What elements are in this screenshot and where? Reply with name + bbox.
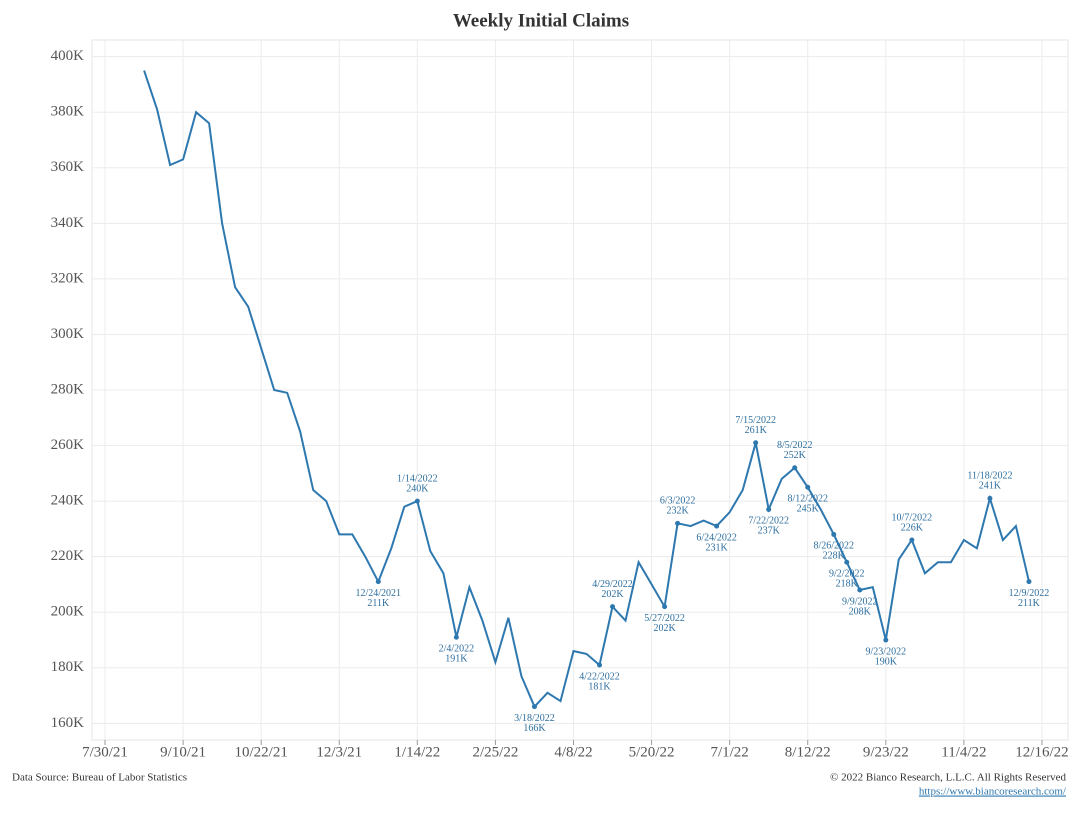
- y-tick-label: 380K: [51, 104, 85, 120]
- x-tick-label: 1/14/22: [394, 744, 440, 760]
- annotation-date: 6/24/2022: [696, 532, 737, 543]
- data-point: [714, 523, 720, 529]
- annotation-value: 252K: [784, 450, 807, 461]
- data-point: [453, 634, 459, 640]
- annotation-value: 231K: [706, 542, 729, 553]
- annotation-date: 9/9/2022: [842, 596, 878, 607]
- annotation-date: 4/22/2022: [579, 671, 620, 682]
- data-point: [414, 498, 420, 504]
- annotation-date: 8/12/2022: [787, 494, 828, 505]
- data-line: [143, 70, 1030, 709]
- annotation-value: 190K: [875, 656, 898, 667]
- data-point: [831, 531, 837, 537]
- annotation-date: 11/18/2022: [967, 471, 1012, 482]
- data-point: [766, 506, 772, 512]
- y-tick-label: 220K: [51, 548, 85, 564]
- annotation-value: 181K: [588, 681, 611, 692]
- x-tick-label: 7/1/22: [710, 744, 748, 760]
- annotation-date: 10/7/2022: [892, 512, 933, 523]
- annotation-value: 241K: [979, 481, 1002, 492]
- annotation-date: 8/26/2022: [813, 541, 854, 552]
- source-link[interactable]: https://www.biancoresearch.com/: [919, 786, 1067, 798]
- annotation-date: 2/4/2022: [439, 644, 475, 655]
- annotation-date: 8/5/2022: [777, 440, 813, 451]
- y-tick-label: 160K: [51, 715, 85, 731]
- y-tick-label: 180K: [51, 659, 85, 675]
- data-point: [610, 604, 616, 610]
- annotation-value: 218K: [836, 579, 859, 590]
- annotation-value: 245K: [797, 504, 820, 515]
- annotation-date: 6/3/2022: [660, 496, 696, 507]
- annotation-value: 261K: [745, 425, 768, 436]
- y-tick-label: 280K: [51, 381, 85, 397]
- x-tick-label: 4/8/22: [554, 744, 592, 760]
- x-tick-label: 12/3/21: [316, 744, 362, 760]
- annotation-date: 9/23/2022: [866, 646, 907, 657]
- data-point: [375, 579, 381, 585]
- annotation-date: 7/15/2022: [735, 415, 776, 426]
- copyright-note: © 2022 Bianco Research, L.L.C. All Right…: [830, 772, 1066, 784]
- annotation-value: 166K: [523, 723, 546, 734]
- data-point: [597, 662, 603, 668]
- x-tick-label: 5/20/22: [629, 744, 675, 760]
- y-tick-label: 200K: [51, 604, 85, 620]
- data-point: [883, 637, 889, 643]
- y-tick-label: 340K: [51, 215, 85, 231]
- x-tick-label: 2/25/22: [472, 744, 518, 760]
- data-point: [909, 537, 915, 543]
- source-note: Data Source: Bureau of Labor Statistics: [12, 772, 187, 784]
- annotation-value: 202K: [601, 589, 624, 600]
- annotation-value: 202K: [653, 623, 676, 634]
- annotation-date: 7/22/2022: [748, 516, 789, 527]
- data-point: [844, 559, 850, 565]
- annotation-value: 208K: [849, 606, 872, 617]
- y-tick-label: 260K: [51, 437, 85, 453]
- annotation-value: 226K: [901, 522, 924, 533]
- x-tick-label: 7/30/21: [82, 744, 128, 760]
- annotation-date: 3/18/2022: [514, 713, 555, 724]
- annotation-date: 1/14/2022: [397, 473, 438, 484]
- data-point: [857, 587, 863, 593]
- y-tick-label: 300K: [51, 326, 85, 342]
- annotation-value: 237K: [758, 526, 781, 537]
- annotation-value: 211K: [1018, 598, 1041, 609]
- y-tick-label: 320K: [51, 270, 85, 286]
- y-tick-label: 240K: [51, 493, 85, 509]
- data-point: [987, 495, 993, 501]
- data-point: [753, 440, 759, 446]
- annotation-value: 228K: [823, 551, 846, 562]
- y-tick-label: 360K: [51, 159, 85, 175]
- x-tick-label: 11/4/22: [941, 744, 986, 760]
- x-tick-label: 10/22/21: [235, 744, 288, 760]
- y-tick-label: 400K: [51, 48, 85, 64]
- x-tick-label: 9/23/22: [863, 744, 909, 760]
- annotation-value: 240K: [406, 483, 429, 494]
- data-point: [805, 484, 811, 490]
- data-point: [792, 465, 798, 471]
- chart-title: Weekly Initial Claims: [453, 10, 629, 31]
- x-tick-label: 9/10/21: [160, 744, 206, 760]
- data-point: [662, 604, 668, 610]
- annotation-date: 12/24/2021: [356, 588, 402, 599]
- annotation-value: 211K: [367, 598, 390, 609]
- annotation-date: 4/29/2022: [592, 579, 633, 590]
- annotation-date: 9/2/2022: [829, 569, 865, 580]
- x-tick-label: 8/12/22: [785, 744, 831, 760]
- annotation-value: 232K: [666, 506, 689, 517]
- x-tick-label: 12/16/22: [1015, 744, 1068, 760]
- annotation-value: 191K: [445, 654, 468, 665]
- data-point: [1026, 579, 1032, 585]
- annotation-date: 12/9/2022: [1009, 588, 1050, 599]
- data-point: [675, 520, 681, 526]
- data-point: [531, 704, 537, 710]
- annotation-date: 5/27/2022: [644, 613, 685, 624]
